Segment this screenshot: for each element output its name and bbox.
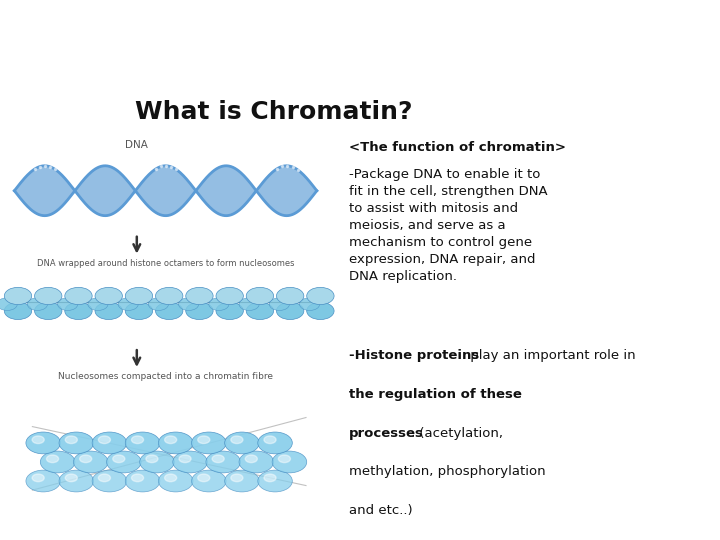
Circle shape — [58, 298, 78, 310]
Circle shape — [225, 432, 259, 454]
Circle shape — [173, 451, 207, 473]
Circle shape — [32, 474, 44, 482]
Circle shape — [35, 287, 62, 305]
Circle shape — [47, 455, 58, 463]
Circle shape — [269, 298, 289, 310]
Circle shape — [258, 432, 292, 454]
Circle shape — [246, 302, 274, 320]
Text: 실험 배경 및 원리: 실험 배경 및 원리 — [229, 19, 491, 67]
Circle shape — [35, 302, 62, 320]
Text: -Package DNA to enable it to
fit in the cell, strengthen DNA
to assist with mito: -Package DNA to enable it to fit in the … — [349, 168, 548, 283]
Circle shape — [307, 287, 334, 305]
Circle shape — [92, 470, 127, 492]
Text: . (acetylation,: . (acetylation, — [411, 427, 503, 440]
Circle shape — [99, 436, 110, 443]
Circle shape — [65, 302, 92, 320]
Circle shape — [0, 298, 17, 310]
Circle shape — [4, 287, 32, 305]
Circle shape — [165, 474, 176, 482]
Circle shape — [216, 287, 243, 305]
Circle shape — [140, 451, 174, 473]
Text: play an important role in: play an important role in — [467, 349, 640, 362]
Text: -Histone proteins: -Histone proteins — [349, 349, 480, 362]
Circle shape — [212, 455, 224, 463]
Circle shape — [192, 432, 226, 454]
Circle shape — [113, 455, 125, 463]
Circle shape — [231, 436, 243, 443]
Circle shape — [26, 470, 60, 492]
Circle shape — [209, 298, 229, 310]
Text: What is Chromatin?: What is Chromatin? — [135, 100, 413, 124]
Circle shape — [66, 474, 77, 482]
Circle shape — [125, 470, 160, 492]
Circle shape — [32, 436, 44, 443]
Circle shape — [156, 302, 183, 320]
Text: methylation, phosphorylation: methylation, phosphorylation — [349, 465, 546, 478]
Circle shape — [216, 302, 243, 320]
Circle shape — [26, 432, 60, 454]
Circle shape — [132, 474, 143, 482]
Text: DNA: DNA — [125, 140, 148, 150]
Circle shape — [4, 302, 32, 320]
Circle shape — [264, 474, 276, 482]
Circle shape — [156, 287, 183, 305]
Text: the regulation of these: the regulation of these — [349, 388, 522, 401]
Circle shape — [132, 436, 143, 443]
Circle shape — [246, 455, 257, 463]
Text: Nucleosomes compacted into a chromatin fibre: Nucleosomes compacted into a chromatin f… — [58, 372, 273, 381]
Circle shape — [66, 436, 77, 443]
Circle shape — [92, 432, 127, 454]
Circle shape — [80, 455, 91, 463]
Circle shape — [179, 455, 191, 463]
Circle shape — [107, 451, 141, 473]
Circle shape — [179, 298, 199, 310]
Circle shape — [225, 470, 259, 492]
Circle shape — [272, 451, 307, 473]
Circle shape — [158, 470, 193, 492]
Circle shape — [27, 298, 48, 310]
Circle shape — [99, 474, 110, 482]
Circle shape — [186, 287, 213, 305]
Circle shape — [148, 298, 168, 310]
Circle shape — [279, 455, 290, 463]
Text: and etc..): and etc..) — [349, 504, 413, 517]
Circle shape — [95, 302, 122, 320]
Circle shape — [239, 451, 274, 473]
Circle shape — [118, 298, 138, 310]
Circle shape — [264, 436, 276, 443]
Circle shape — [192, 470, 226, 492]
Text: DNA wrapped around histone octamers to form nucleosomes: DNA wrapped around histone octamers to f… — [37, 259, 294, 268]
Circle shape — [206, 451, 240, 473]
Circle shape — [246, 287, 274, 305]
Circle shape — [125, 287, 153, 305]
Circle shape — [65, 287, 92, 305]
Circle shape — [165, 436, 176, 443]
Circle shape — [198, 474, 210, 482]
Circle shape — [258, 470, 292, 492]
Circle shape — [198, 436, 210, 443]
Circle shape — [307, 302, 334, 320]
Circle shape — [158, 432, 193, 454]
Circle shape — [88, 298, 108, 310]
Circle shape — [276, 302, 304, 320]
Circle shape — [186, 302, 213, 320]
Circle shape — [231, 474, 243, 482]
Circle shape — [59, 470, 94, 492]
Circle shape — [59, 432, 94, 454]
Circle shape — [239, 298, 259, 310]
Circle shape — [95, 287, 122, 305]
Circle shape — [276, 287, 304, 305]
Circle shape — [300, 298, 320, 310]
Circle shape — [146, 455, 158, 463]
Circle shape — [125, 432, 160, 454]
Text: processes: processes — [349, 427, 424, 440]
Text: <The function of chromatin>: <The function of chromatin> — [349, 141, 566, 154]
Circle shape — [125, 302, 153, 320]
Circle shape — [73, 451, 108, 473]
Circle shape — [40, 451, 75, 473]
